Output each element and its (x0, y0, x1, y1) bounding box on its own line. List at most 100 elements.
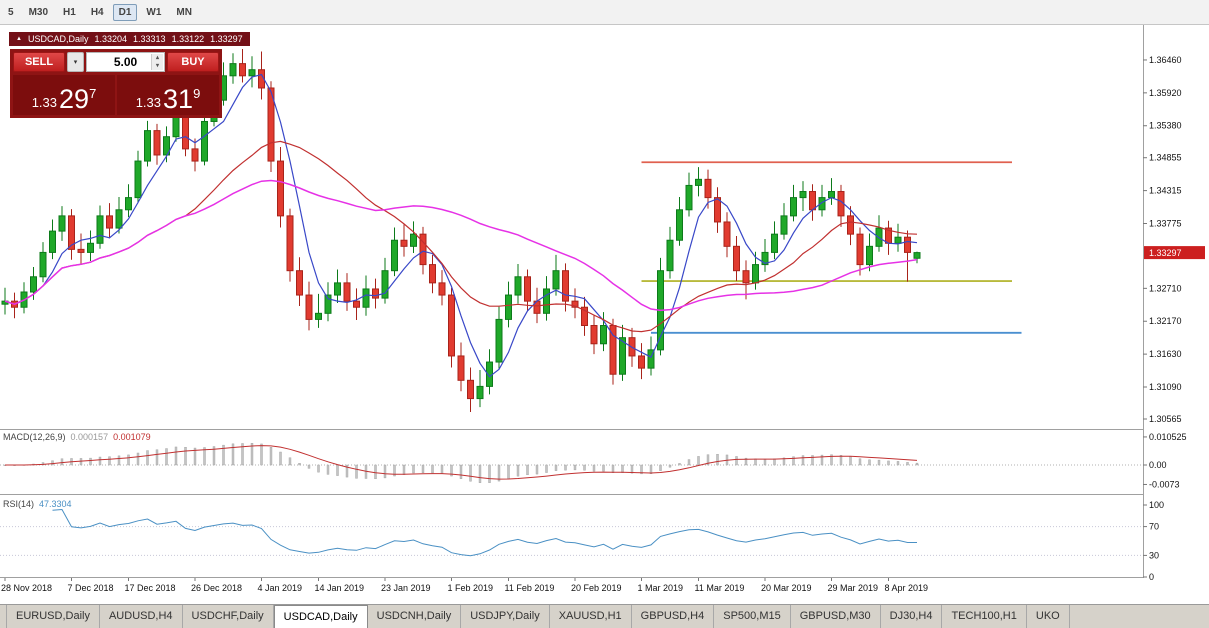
time-axis-label: 1 Mar 2019 (638, 583, 684, 593)
timeframe-h4[interactable]: H4 (90, 6, 104, 18)
collapse-triangle-icon[interactable]: ▲ (16, 36, 22, 42)
price-axis-label: 1.30565 (1149, 414, 1182, 424)
candles-layer (1, 49, 921, 412)
price-axis-label: 1.32170 (1149, 316, 1182, 326)
chevron-down-icon: ▾ (73, 59, 78, 66)
chart-tab-uko[interactable]: UKO (1027, 605, 1070, 628)
time-axis-label: 20 Feb 2019 (571, 583, 622, 593)
price-axis-label: 1.33775 (1149, 218, 1182, 228)
timeframe-h1[interactable]: H1 (63, 6, 76, 18)
price-axis-label: 1.36460 (1149, 55, 1182, 65)
buy-price-display[interactable]: 1.33 31 9 (117, 75, 219, 115)
rsi-axis-label: 70 (1149, 522, 1159, 532)
one-click-trading-panel: SELL ▾ 5.00 ▴ ▾ BUY 1.33 29 7 1.33 31 9 (10, 49, 222, 118)
time-axis-label: 23 Jan 2019 (381, 583, 431, 593)
macd-main-value: 0.000157 (70, 432, 109, 442)
ohlc-high: 1.33313 (133, 34, 166, 44)
stepper-up-icon[interactable]: ▴ (152, 54, 163, 62)
price-axis-label: 1.31090 (1149, 382, 1182, 392)
buy-button[interactable]: BUY (167, 52, 219, 72)
time-axis-label: 14 Jan 2019 (315, 583, 365, 593)
time-axis-label: 11 Feb 2019 (505, 583, 555, 593)
chart-tab-dj30-h4[interactable]: DJ30,H4 (881, 605, 943, 628)
main-price-pane (1, 49, 1022, 412)
time-axis-label: 29 Mar 2019 (828, 583, 879, 593)
chart-tab-usdcad-daily[interactable]: USDCAD,Daily (273, 605, 368, 628)
chart-tab-bar: EURUSD,Daily AUDUSD,H4 USDCHF,Daily USDCAD,… (0, 604, 1209, 628)
rsi-name: RSI(14) (3, 499, 35, 509)
macd-pane (0, 443, 1143, 483)
chart-tab-usdjpy-daily[interactable]: USDJPY,Daily (461, 605, 550, 628)
order-options-dropdown[interactable]: ▾ (67, 52, 84, 72)
timeframe-w1[interactable]: W1 (146, 6, 162, 18)
indicator-axes: 0.010525 0.00 -0.0073 100 70 30 0 (1143, 432, 1187, 582)
price-axis-label: 1.34855 (1149, 153, 1182, 163)
moving-averages-layer (4, 73, 918, 378)
ohlc-open: 1.33204 (94, 34, 128, 44)
timeframe-5[interactable]: 5 (8, 6, 14, 18)
timeframe-m30[interactable]: M30 (28, 6, 49, 18)
price-axis-label: 1.32710 (1149, 283, 1182, 293)
timeframe-toolbar: 5 M30 H1 H4 D1 W1 MN (0, 0, 1209, 25)
sell-button[interactable]: SELL (13, 52, 65, 72)
sell-price-prefix: 1.33 (31, 95, 58, 110)
macd-axis-label: 0.00 (1149, 460, 1167, 470)
buy-price-pips: 31 (163, 84, 194, 114)
volume-stepper[interactable]: ▴ ▾ (151, 54, 163, 70)
time-axis: 28 Nov 2018 7 Dec 2018 17 Dec 2018 26 Dec 2… (1, 578, 928, 593)
chart-tab-gbpusd-h4[interactable]: GBPUSD,H4 (632, 605, 715, 628)
rsi-indicator-label: RSI(14) 47.3304 (3, 499, 72, 509)
macd-name: MACD(12,26,9) (3, 432, 66, 442)
chart-tab-usdchf-daily[interactable]: USDCHF,Daily (183, 605, 274, 628)
time-axis-label: 7 Dec 2018 (68, 583, 114, 593)
sell-price-pips: 29 (59, 84, 90, 114)
sell-price-point: 7 (89, 86, 97, 101)
price-axis-label: 1.35380 (1149, 121, 1182, 131)
volume-input[interactable]: 5.00 ▴ ▾ (86, 52, 165, 72)
chart-tab-audusd-h4[interactable]: AUDUSD,H4 (100, 605, 183, 628)
time-axis-label: 17 Dec 2018 (125, 583, 176, 593)
timeframe-mn[interactable]: MN (176, 6, 192, 18)
volume-value: 5.00 (113, 55, 138, 69)
time-axis-label: 28 Nov 2018 (1, 583, 52, 593)
rsi-value: 47.3304 (39, 499, 72, 509)
chart-tab-xauusd-h1[interactable]: XAUUSD,H1 (550, 605, 632, 628)
price-axis-label: 1.35920 (1149, 88, 1182, 98)
ohlc-close: 1.33297 (210, 34, 243, 44)
chart-tab-eurusd-daily[interactable]: EURUSD,Daily (6, 605, 100, 628)
time-axis-label: 20 Mar 2019 (761, 583, 812, 593)
stepper-down-icon[interactable]: ▾ (152, 62, 163, 70)
horizontal-line-objects[interactable] (641, 161, 1022, 334)
chart-tab-gbpusd-m30[interactable]: GBPUSD,M30 (791, 605, 881, 628)
chart-tab-usdcnh-daily[interactable]: USDCNH,Daily (368, 605, 462, 628)
time-axis-label: 11 Mar 2019 (695, 583, 745, 593)
chart-symbol-title: USDCAD,Daily (27, 34, 89, 44)
rsi-pane (0, 508, 1143, 557)
macd-signal-value: 0.001079 (113, 432, 151, 442)
macd-indicator-label: MACD(12,26,9) 0.000157 0.001079 (3, 432, 151, 442)
current-price-badge: 1.33297 (1144, 246, 1205, 260)
rsi-axis-label: 30 (1149, 550, 1159, 560)
sell-price-display[interactable]: 1.33 29 7 (13, 75, 115, 115)
chart-tab-sp500-m15[interactable]: SP500,M15 (714, 605, 791, 628)
timeframe-d1[interactable]: D1 (112, 3, 138, 21)
price-axis-label: 1.31630 (1149, 349, 1182, 359)
chart-tab-tech100-h1[interactable]: TECH100,H1 (942, 605, 1027, 628)
ohlc-low: 1.33122 (171, 34, 205, 44)
rsi-axis-label: 0 (1149, 572, 1154, 582)
macd-axis-label: 0.010525 (1149, 432, 1187, 442)
time-axis-label: 1 Feb 2019 (448, 583, 494, 593)
time-axis-label: 26 Dec 2018 (191, 583, 242, 593)
buy-price-prefix: 1.33 (135, 95, 162, 110)
price-axis: 1.36460 1.35920 1.35380 1.34855 1.34315 1.337… (1143, 55, 1205, 424)
pane-separators (0, 25, 1144, 578)
time-axis-label: 4 Jan 2019 (258, 583, 303, 593)
time-axis-label: 8 Apr 2019 (885, 583, 929, 593)
svg-text:1.33297: 1.33297 (1149, 248, 1182, 258)
rsi-axis-label: 100 (1149, 500, 1164, 510)
chart-title-bar: ▲ USDCAD,Daily 1.33204 1.33313 1.33122 1… (9, 32, 250, 46)
macd-axis-label: -0.0073 (1149, 479, 1180, 489)
price-axis-label: 1.34315 (1149, 186, 1182, 196)
buy-price-point: 9 (193, 86, 201, 101)
